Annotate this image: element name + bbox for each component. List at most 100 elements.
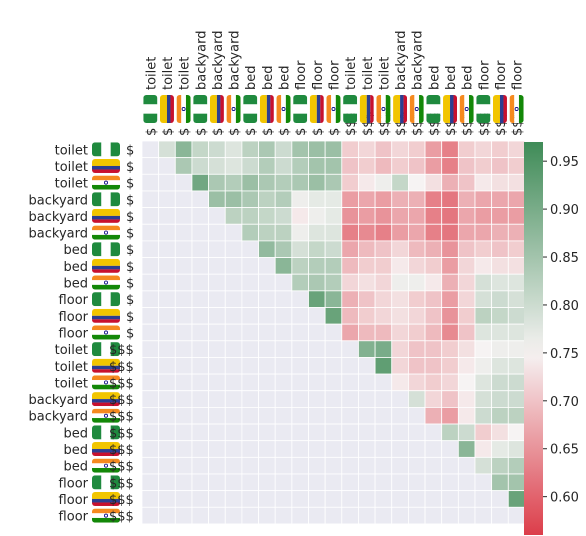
- heatmap-cell: [341, 506, 359, 525]
- heatmap-cell: [274, 140, 293, 159]
- heatmap-cell: [474, 406, 493, 425]
- heatmap-cell: [208, 207, 226, 225]
- heatmap-cell: [374, 273, 393, 292]
- heatmap-cell: [474, 290, 493, 308]
- india-flag-icon: [326, 95, 341, 123]
- heatmap-cell: [241, 190, 259, 208]
- heatmap-cell: [358, 340, 376, 358]
- india-flag-icon: [92, 408, 120, 423]
- heatmap-cell: [141, 390, 160, 408]
- column-labels: $ toilet $ toilet $ toilet $ backyard $ backyard $…: [143, 31, 526, 136]
- heatmap-cell: [208, 257, 226, 275]
- heatmap-cell: [341, 307, 359, 325]
- heatmap-cell: [291, 307, 309, 325]
- column-label-price: $: [228, 128, 243, 136]
- heatmap-cell: [291, 390, 309, 408]
- heatmap-cell: [308, 190, 326, 208]
- column-label-object: floor: [294, 60, 309, 90]
- heatmap-cell: [474, 173, 493, 192]
- heatmap-cell: [491, 373, 509, 392]
- heatmap-cell: [457, 473, 476, 492]
- heatmap-cell: [391, 390, 409, 408]
- row-label-object: floor: [59, 293, 89, 308]
- heatmap-cell: [474, 223, 493, 242]
- heatmap-cell: [424, 373, 443, 392]
- heatmap-cell: [441, 357, 459, 375]
- heatmap-cell: [241, 173, 259, 192]
- heatmap-cell: [224, 440, 243, 458]
- heatmap-cell: [191, 340, 209, 358]
- heatmap-cell: [208, 240, 226, 258]
- heatmap-cell: [324, 257, 343, 275]
- heatmap-cell: [291, 173, 309, 192]
- row-label-object: toilet: [55, 376, 88, 391]
- heatmap-cell: [324, 273, 343, 292]
- heatmap-cell: [407, 440, 426, 458]
- heatmap-cell: [507, 473, 526, 492]
- heatmap-cell: [441, 157, 459, 175]
- colombia-flag-icon: [259, 95, 274, 123]
- heatmap-cell: [158, 273, 176, 292]
- heatmap-cell: [324, 406, 343, 425]
- heatmap-cell: [241, 323, 259, 342]
- heatmap-cell: [291, 406, 309, 425]
- nigeria-flag-icon: [92, 292, 120, 307]
- heatmap-cell: [474, 307, 493, 325]
- heatmap-cell: [224, 223, 243, 242]
- heatmap-cell: [374, 140, 393, 159]
- heatmap-cell: [507, 273, 526, 292]
- india-flag-icon: [92, 175, 120, 190]
- heatmap-cell: [474, 273, 493, 292]
- heatmap-cell: [374, 240, 393, 258]
- colorbar-tick-label: 0.85: [550, 251, 579, 266]
- heatmap-cell: [208, 506, 226, 525]
- heatmap-cell: [407, 323, 426, 342]
- heatmap-cell: [507, 240, 526, 258]
- heatmap-cell: [174, 307, 193, 325]
- colorbar-ticks: 0.60 0.65 0.70 0.75 0.80 0.85 0.90 0.95: [543, 155, 579, 506]
- heatmap-cell: [291, 323, 309, 342]
- heatmap-cell: [507, 257, 526, 275]
- heatmap-cell: [208, 473, 226, 492]
- colombia-flag-icon: [92, 258, 120, 273]
- heatmap-cell: [341, 240, 359, 258]
- heatmap-cell: [407, 357, 426, 375]
- heatmap-cell: [191, 273, 209, 292]
- column-label-price: $: [327, 128, 342, 136]
- nigeria-flag-icon: [293, 95, 308, 123]
- row-label-price: $: [126, 177, 134, 192]
- heatmap-cell: [191, 373, 209, 392]
- heatmap-cell: [391, 506, 409, 525]
- heatmap-cell: [441, 257, 459, 275]
- heatmap-cell: [457, 173, 476, 192]
- column-label-object: bed: [444, 65, 459, 90]
- row-label-object: floor: [59, 493, 89, 508]
- heatmap-cell: [324, 490, 343, 508]
- heatmap-cell: [491, 240, 509, 258]
- heatmap-cell: [224, 240, 243, 258]
- heatmap-cell: [174, 290, 193, 308]
- column-label-price: $: [194, 128, 209, 136]
- heatmap-cell: [291, 140, 309, 159]
- heatmap-cell: [258, 173, 276, 192]
- heatmap-cell: [174, 473, 193, 492]
- heatmap-cell: [158, 406, 176, 425]
- heatmap-cell: [424, 190, 443, 208]
- heatmap-cell: [441, 506, 459, 525]
- heatmap-cell: [208, 190, 226, 208]
- heatmap-cell: [291, 373, 309, 392]
- heatmap-cell: [374, 340, 393, 358]
- heatmap-cell: [174, 340, 193, 358]
- row-label-object: backyard: [29, 193, 88, 208]
- heatmap-cell: [457, 440, 476, 458]
- heatmap-cell: [291, 340, 309, 358]
- row-label-price: $: [126, 210, 134, 225]
- heatmap-cell: [274, 390, 293, 408]
- row-label-object: floor: [59, 310, 89, 325]
- heatmap-cell: [274, 257, 293, 275]
- heatmap-cell: [457, 223, 476, 242]
- heatmap-cell: [208, 290, 226, 308]
- heatmap-cell: [358, 273, 376, 292]
- column-label-object: toilet: [161, 57, 176, 90]
- heatmap-cell: [441, 207, 459, 225]
